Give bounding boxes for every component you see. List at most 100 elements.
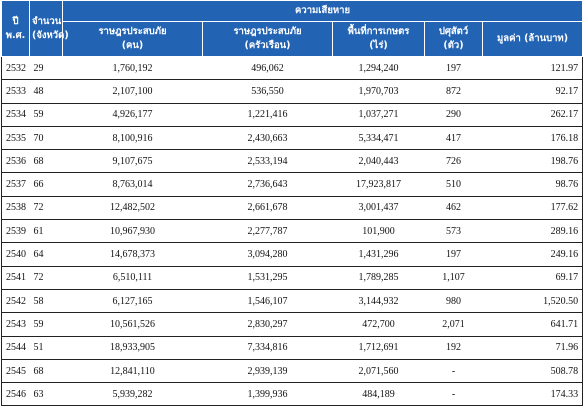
table-cell: 177.62 <box>482 196 583 221</box>
table-cell: 2537 <box>1 172 30 197</box>
header-cell: จำนวน (จังหวัด) <box>29 0 69 57</box>
table-cell: 2,071 <box>424 312 483 337</box>
header-cell: ราษฎรประสบภัย (คน) <box>62 21 203 57</box>
table-cell: 2536 <box>1 149 30 174</box>
table-cell: 2542 <box>1 289 30 314</box>
table-cell: 1,520.50 <box>482 289 583 314</box>
table-cell: 2539 <box>1 219 30 244</box>
table-cell: 2543 <box>1 312 30 337</box>
table-cell: 980 <box>424 289 483 314</box>
table-cell: 61 <box>29 219 63 244</box>
table-cell: 3,094,280 <box>202 242 333 267</box>
table-cell: 176.18 <box>482 126 583 151</box>
header-cell: ปี พ.ศ. <box>1 0 30 57</box>
table-cell: 71.96 <box>482 336 583 360</box>
table-cell: - <box>424 359 483 384</box>
table-cell: 6,127,165 <box>62 289 203 314</box>
table-cell: 2,071,560 <box>332 359 425 384</box>
table-cell: 68 <box>29 359 63 384</box>
table-row: 2545 68 12,841,110 2,939,139 2,071,560-508.7… <box>1 359 583 384</box>
header-line: มูลค่า (ล้านบาท) <box>497 33 569 44</box>
header-line: ราษฎรประสบภัย <box>233 26 302 37</box>
table-row: 2546 63 5,939,282 1,399,936 484,189-174.33 <box>1 382 583 407</box>
table-cell: 496,062 <box>202 56 333 81</box>
table-row: 2535 70 8,100,916 2,430,663 5,334,471 417 176.… <box>1 126 583 151</box>
table-cell: 197 <box>424 242 483 267</box>
table-cell: 121.97 <box>482 56 583 81</box>
table-cell: 2541 <box>1 266 30 290</box>
table-cell: 10,561,526 <box>62 312 203 337</box>
table-header: ปี พ.ศ. จำนวน (จังหวัด) ความเสียหาย ราษฎรประส… <box>1 0 583 57</box>
table-cell: 192 <box>424 336 483 360</box>
table-cell: 1,789,285 <box>332 266 425 290</box>
table-cell: 5,334,471 <box>332 126 425 151</box>
header-line: พ.ศ. <box>5 29 26 41</box>
header-line: ราษฎรประสบภัย <box>98 26 167 37</box>
table-cell: 289.16 <box>482 219 583 244</box>
table-row: 2538 72 12,482,502 2,661,678 3,001,437 462 177… <box>1 196 583 221</box>
table-cell: 48 <box>29 79 63 104</box>
table-cell: 7,334,816 <box>202 336 333 360</box>
table-cell: 2546 <box>1 382 30 407</box>
table-cell: 64 <box>29 242 63 267</box>
table-row: 2534 59 4,926,177 1,221,416 1,037,271 290 262.… <box>1 103 583 127</box>
table-cell: 51 <box>29 336 63 360</box>
table-cell: 2534 <box>1 103 30 127</box>
header-line: (จังหวัด) <box>32 29 69 41</box>
table-cell: - <box>424 382 483 407</box>
table-cell: 2,533,194 <box>202 149 333 174</box>
table-cell: 462 <box>424 196 483 221</box>
table-cell: 12,841,110 <box>62 359 203 384</box>
table-cell: 18,933,905 <box>62 336 203 360</box>
table-cell: 17,923,817 <box>332 172 425 197</box>
table-row: 2533 48 2,107,100 536,550 1,970,703 872 92.17 <box>1 79 583 104</box>
table-cell: 2544 <box>1 336 30 360</box>
table-cell: 174.33 <box>482 382 583 407</box>
table-cell: 1,712,691 <box>332 336 425 360</box>
table-row: 2541 72 6,510,111 1,531,295 1,789,285 1,107 69… <box>1 266 583 290</box>
table-cell: 59 <box>29 312 63 337</box>
table-cell: 510 <box>424 172 483 197</box>
header-cell: ราษฎรประสบภัย (ครัวเรือน) <box>202 21 333 57</box>
table-cell: 1,970,703 <box>332 79 425 104</box>
table-cell: 484,189 <box>332 382 425 407</box>
table-row: 2540 64 14,678,373 3,094,280 1,431,296 197 249… <box>1 242 583 267</box>
table-cell: 14,678,373 <box>62 242 203 267</box>
table-cell: 2545 <box>1 359 30 384</box>
header-cell: พื้นที่การเกษตร (ไร่) <box>332 21 425 57</box>
table-cell: 872 <box>424 79 483 104</box>
table-cell: 1,431,296 <box>332 242 425 267</box>
header-cell: ปศุสัตว์ (ตัว) <box>424 21 483 57</box>
header-row: ราษฎรประสบภัย (คน) ราษฎรประสบภัย (ครัวเรือน… <box>2 21 583 57</box>
table-cell: 1,107 <box>424 266 483 290</box>
table-cell: 2540 <box>1 242 30 267</box>
header-cell: ความเสียหาย <box>61 0 583 22</box>
table-cell: 8,100,916 <box>62 126 203 151</box>
table-cell: 3,144,932 <box>332 289 425 314</box>
table-cell: 8,763,014 <box>62 172 203 197</box>
header-line: (ไร่) <box>369 40 388 51</box>
table-cell: 641.71 <box>482 312 583 337</box>
table-cell: 536,550 <box>202 79 333 104</box>
table-cell: 1,037,271 <box>332 103 425 127</box>
table-row: 2537 66 8,763,014 2,736,643 17,923,817 510 98.… <box>1 172 583 197</box>
table-cell: 5,939,282 <box>62 382 203 407</box>
table-cell: 92.17 <box>482 79 583 104</box>
table-row: 2532 29 1,760,192 496,062 1,294,240 197 121.97 <box>1 56 583 81</box>
table-row: 2543 59 10,561,526 2,830,297 472,700 2,071 641… <box>1 312 583 337</box>
table-cell: 573 <box>424 219 483 244</box>
table-cell: 1,760,192 <box>62 56 203 81</box>
table-cell: 2,430,663 <box>202 126 333 151</box>
table-cell: 726 <box>424 149 483 174</box>
table-cell: 2,277,787 <box>202 219 333 244</box>
table-cell: 69.17 <box>482 266 583 290</box>
table-cell: 2,107,100 <box>62 79 203 104</box>
table-cell: 1,531,295 <box>202 266 333 290</box>
table-cell: 68 <box>29 149 63 174</box>
header-line: ปศุสัตว์ <box>438 26 469 37</box>
table-cell: 3,001,437 <box>332 196 425 221</box>
table-cell: 2533 <box>1 79 30 104</box>
table-cell: 262.17 <box>482 103 583 127</box>
table-row: 2544 51 18,933,905 7,334,816 1,712,691 192 71.… <box>1 336 583 360</box>
